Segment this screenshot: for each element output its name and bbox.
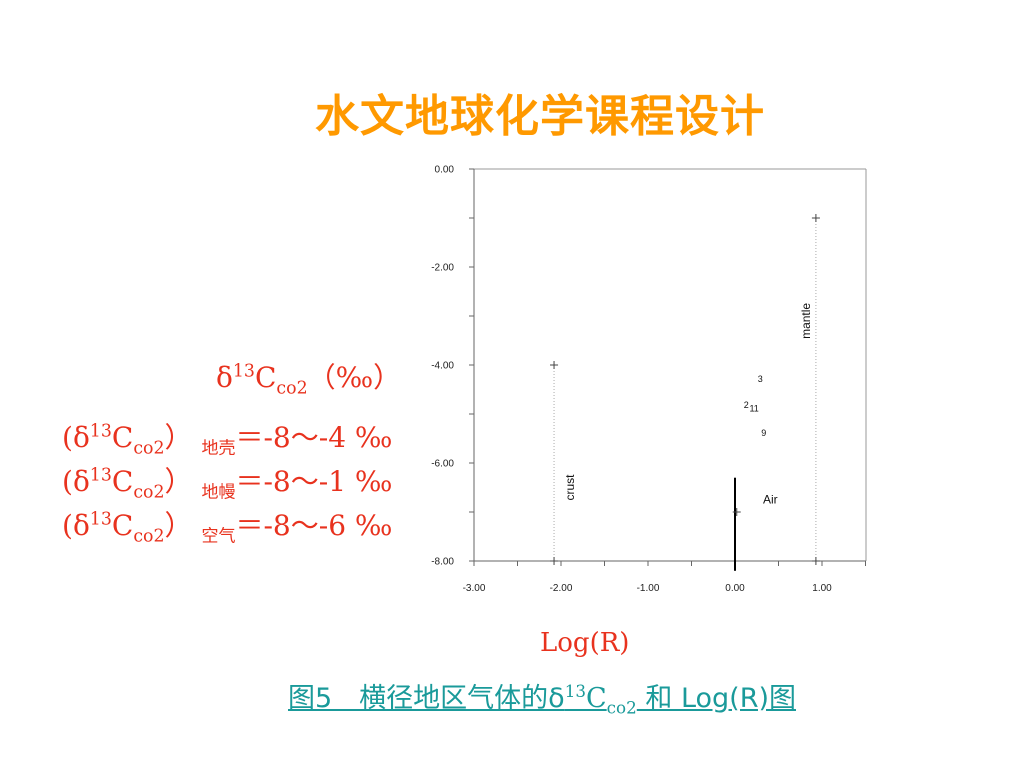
y-axis-label: δ13Cco2（‰）	[216, 356, 401, 399]
y-tick-label: -2.00	[431, 263, 454, 274]
range-label-crust: crust	[563, 474, 577, 501]
x-tick-label: -1.00	[637, 583, 660, 594]
formula-delta: δ	[72, 421, 90, 454]
y-tick-label: -4.00	[431, 361, 454, 372]
caption-sub: co2	[606, 697, 637, 718]
y-axis-label-c: C	[254, 361, 277, 394]
y-axis-label-delta: δ	[216, 361, 233, 394]
formula-delta: δ	[72, 465, 90, 498]
formula-sup: 13	[89, 465, 112, 486]
y-axis-label-sup: 13	[232, 361, 255, 382]
formula-value: ＝-8～-6 ‰	[235, 509, 393, 542]
formula-region: 地壳	[201, 438, 236, 459]
range-label-mantle: mantle	[799, 303, 813, 339]
formula-delta: δ	[72, 509, 90, 542]
formula-sub: co2	[133, 482, 165, 503]
plus-marker	[811, 214, 820, 222]
plus-marker	[811, 557, 820, 565]
formula-c: C	[111, 509, 134, 542]
y-axis-label-sub: co2	[276, 378, 308, 399]
formula-sup: 13	[89, 509, 112, 530]
formula-open: (	[62, 509, 73, 542]
formula-c: C	[111, 421, 134, 454]
formula-sub: co2	[133, 438, 165, 459]
formula-sub: co2	[133, 526, 165, 547]
x-tick-label: 1.00	[812, 583, 832, 594]
formula-c: C	[111, 465, 134, 498]
formula-close: ）	[164, 509, 193, 542]
formula-value: ＝-8～-1 ‰	[235, 465, 393, 498]
formula-open: (	[62, 465, 73, 498]
y-tick-label: -6.00	[431, 459, 454, 470]
caption-prefix: 图5 横径地区气体的δ	[288, 683, 565, 714]
range-label-air: Air	[763, 493, 778, 507]
caption-sup: 13	[564, 681, 586, 701]
x-axis-label: Log(R)	[540, 628, 630, 658]
formula-sup: 13	[89, 421, 112, 442]
sample-point-label: 3	[758, 374, 763, 384]
formula-air: (δ13Cco2） 空气＝-8～-6 ‰	[62, 504, 393, 547]
x-tick-label: -2.00	[550, 583, 573, 594]
formula-close: ）	[164, 465, 193, 498]
formula-open: (	[62, 421, 73, 454]
sample-point-label: 2	[744, 400, 749, 410]
figure-caption[interactable]: 图5 横径地区气体的δ13Cco2 和 Log(R)图	[288, 676, 796, 717]
formula-mantle: (δ13Cco2） 地幔＝-8～-1 ‰	[62, 460, 393, 503]
slide-title: 水文地球化学课程设计	[315, 91, 765, 142]
plus-marker	[732, 508, 741, 516]
plus-marker	[550, 361, 559, 369]
formula-close: ）	[164, 421, 193, 454]
x-tick-label: -3.00	[463, 583, 486, 594]
caption-suffix: 和 Log(R)图	[636, 683, 796, 714]
x-tick-label: 0.00	[725, 583, 745, 594]
plus-marker	[550, 557, 559, 565]
caption-c: C	[586, 683, 607, 714]
formula-region: 地幔	[201, 482, 236, 503]
y-tick-label: 0.00	[435, 165, 455, 176]
formula-value: ＝-8～-4 ‰	[235, 421, 393, 454]
sample-point-label: 11	[749, 404, 758, 414]
y-axis-label-unit: （‰）	[307, 361, 402, 394]
formula-crust: (δ13Cco2） 地壳＝-8～-4 ‰	[62, 416, 393, 459]
formula-region: 空气	[201, 526, 236, 547]
y-tick-label: -8.00	[431, 557, 454, 568]
sample-point-label: 9	[761, 428, 766, 438]
